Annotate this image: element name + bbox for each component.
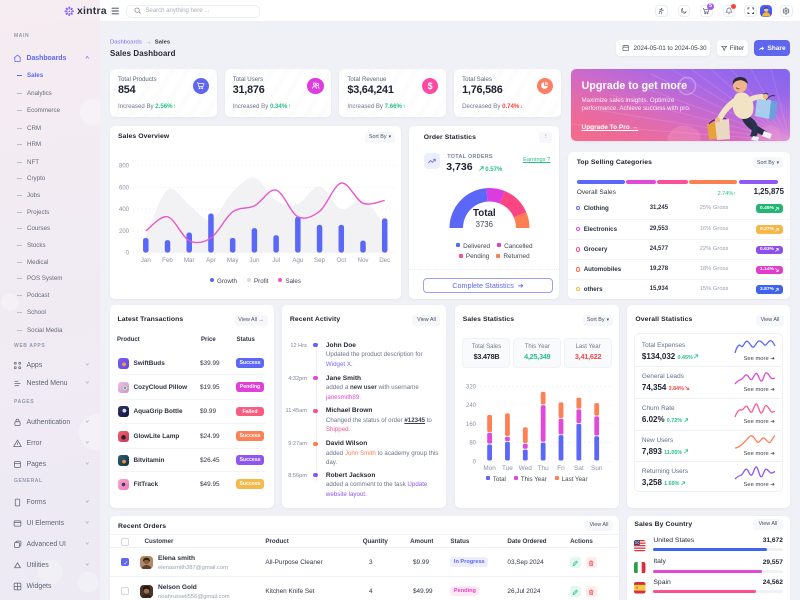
svg-text:Mar: Mar [184, 257, 195, 264]
svg-text:800: 800 [119, 164, 130, 170]
svg-text:0: 0 [126, 251, 130, 257]
svg-text:Mon: Mon [483, 464, 496, 471]
svg-text:Feb: Feb [162, 257, 173, 264]
svg-text:600: 600 [119, 185, 130, 191]
svg-text:240: 240 [466, 403, 477, 409]
svg-text:Dec: Dec [379, 257, 390, 264]
svg-text:Sun: Sun [591, 464, 603, 471]
svg-text:Oct: Oct [336, 257, 346, 264]
svg-text:Sat: Sat [574, 464, 584, 471]
svg-text:400: 400 [119, 207, 130, 213]
svg-text:160: 160 [466, 422, 477, 428]
svg-text:320: 320 [466, 384, 477, 390]
svg-text:Jan: Jan [141, 257, 152, 264]
svg-text:Agu: Agu [292, 257, 304, 264]
svg-text:Jul: Jul [272, 257, 280, 264]
svg-text:Nov: Nov [357, 257, 369, 264]
svg-text:Tue: Tue [502, 464, 513, 471]
svg-text:May: May [227, 257, 240, 264]
svg-text:Apr: Apr [206, 257, 216, 264]
svg-text:Jun: Jun [249, 257, 260, 264]
svg-text:80: 80 [469, 440, 476, 446]
svg-text:Sep: Sep [314, 257, 326, 264]
svg-text:Fri: Fri [557, 464, 564, 471]
svg-text:Wed: Wed [518, 464, 531, 471]
svg-text:200: 200 [119, 229, 130, 235]
svg-text:0: 0 [472, 459, 476, 465]
svg-text:Thu: Thu [537, 464, 548, 471]
